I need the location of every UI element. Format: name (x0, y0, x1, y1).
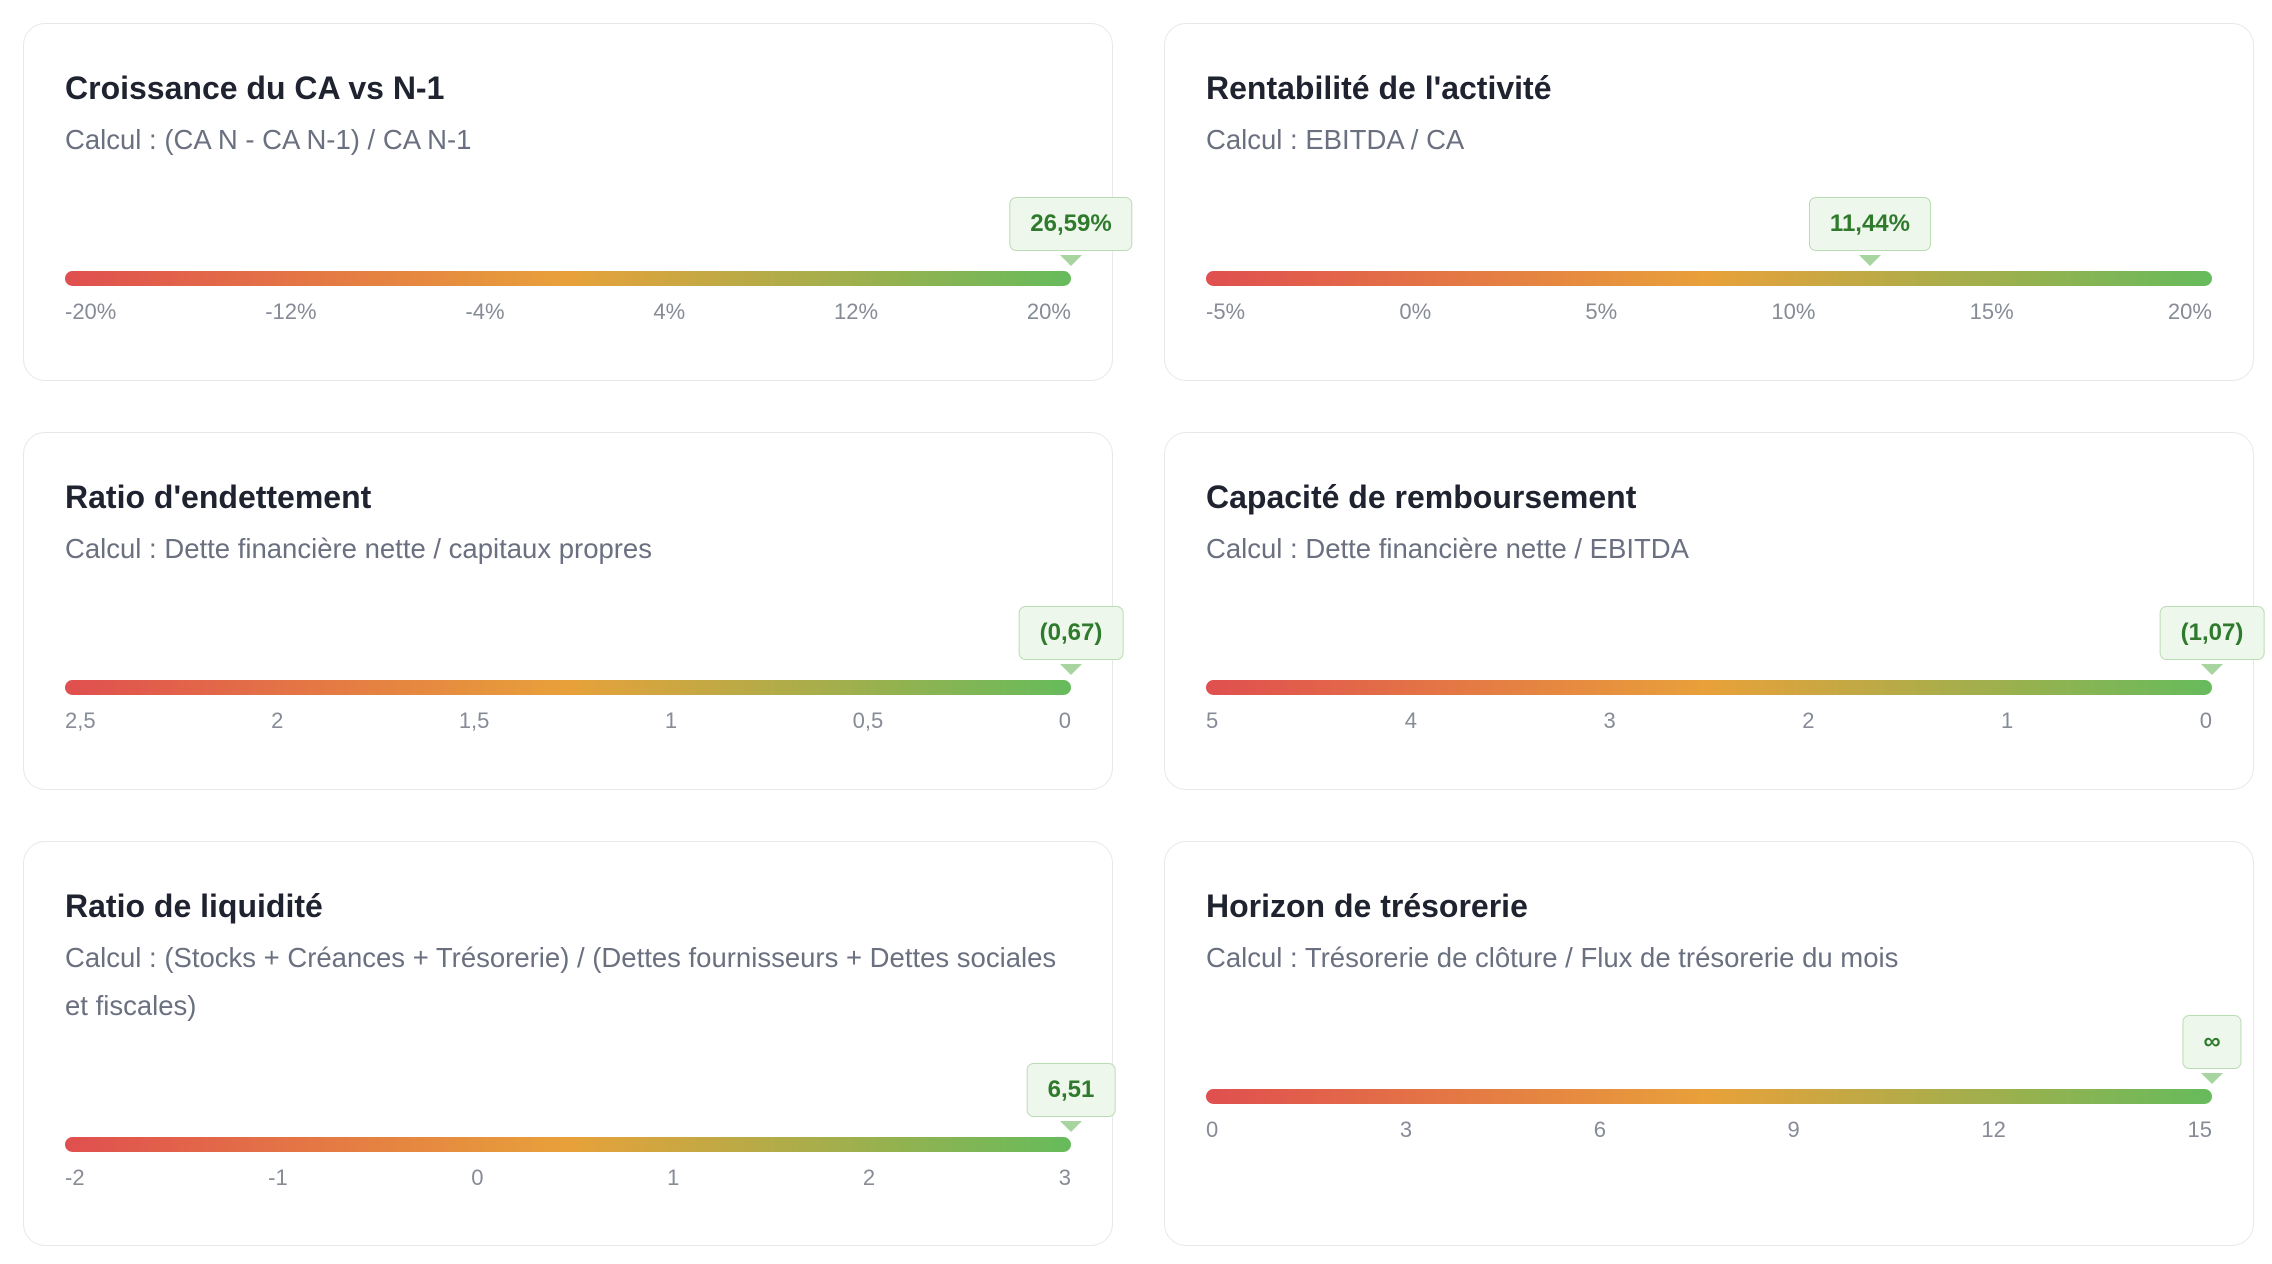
indicator-card: Horizon de trésorerie Calcul : Trésorerie… (1164, 841, 2254, 1246)
indicator-card: Capacité de remboursement Calcul : Dette … (1164, 432, 2265, 790)
tick-labels: 2,5 2 1,5 1 0,5 0 (65, 706, 1071, 736)
value-badge: ∞ (2182, 1015, 2242, 1069)
badge-pointer (1060, 255, 1082, 266)
tick-label: -1 (268, 1165, 288, 1190)
tick-label: 3 (1399, 1117, 1413, 1142)
tick-label: 20% (2167, 299, 2212, 324)
value-badge: (0,67) (1018, 606, 1124, 660)
indicator-card: Ratio de liquidité Calcul : (Stocks + Cré… (23, 841, 1116, 1246)
value-badge: (1,07) (2159, 606, 2265, 660)
tick-label: -5% (1206, 299, 1246, 324)
card-formula: Calcul : (CA N - CA N-1) / CA N-1 (65, 124, 472, 155)
tick-label: 1 (667, 1165, 680, 1190)
tick-labels: -2 -1 0 1 2 3 (65, 1163, 1071, 1193)
badge-pointer (1060, 1121, 1082, 1132)
card-title: Ratio d'endettement (65, 479, 372, 515)
tick-label: 0 (2199, 708, 2212, 733)
tick-label: 2 (1802, 708, 1815, 733)
gauge: 11,44% -5% 0% 5% 10% 15% 20% (1206, 197, 2212, 337)
tick-label: 0,5 (852, 708, 884, 733)
tick-label: 6 (1593, 1117, 1606, 1142)
card-formula: Calcul : Dette financière nette / EBITDA (1206, 533, 1689, 564)
tick-label: 1 (664, 708, 678, 733)
gauge: ∞ 0 3 6 9 12 15 (1206, 1015, 2242, 1155)
tick-label: -12% (265, 299, 317, 324)
gauge: 26,59% -20% -12% -4% 4% 12% 20% (65, 197, 1133, 337)
gauge-bar (65, 1137, 1071, 1152)
badge-pointer (2201, 1073, 2223, 1084)
gauge: 6,51 -2 -1 0 1 2 3 (65, 1063, 1116, 1203)
tick-label: 4 (1404, 708, 1417, 733)
tick-label: 4% (653, 299, 686, 324)
card-title: Capacité de remboursement (1206, 479, 1637, 515)
tick-labels: -20% -12% -4% 4% 12% 20% (65, 297, 1071, 327)
gauge-bar (1206, 1089, 2212, 1104)
value-badge: 6,51 (1026, 1063, 1116, 1117)
value-badge: 11,44% (1808, 197, 1931, 251)
gauge-bar (65, 271, 1071, 286)
tick-label: 9 (1787, 1117, 1800, 1142)
card-title: Horizon de trésorerie (1206, 888, 1528, 924)
card-title: Rentabilité de l'activité (1206, 70, 1552, 106)
tick-label: 12% (834, 299, 879, 324)
card-formula: Calcul : EBITDA / CA (1206, 124, 1465, 155)
tick-label: 0 (1058, 708, 1071, 733)
tick-label: 15 (2187, 1117, 2212, 1142)
card-formula: Calcul : (Stocks + Créances + Trésorerie… (65, 942, 1057, 1021)
tick-label: 5% (1585, 299, 1618, 324)
tick-label: 1,5 (458, 708, 490, 733)
tick-label: 2 (271, 708, 284, 733)
tick-label: 5 (1206, 708, 1219, 733)
value-badge: 26,59% (1009, 197, 1133, 251)
card-title: Croissance du CA vs N-1 (65, 70, 445, 106)
badge-pointer (1858, 255, 1881, 266)
gauge-bar (65, 680, 1071, 695)
tick-label: -20% (65, 299, 117, 324)
card-title: Ratio de liquidité (65, 888, 323, 924)
tick-label: 3 (1603, 708, 1616, 733)
gauge: (1,07) 5 4 3 2 1 0 (1206, 606, 2265, 746)
tick-label: 12 (1981, 1117, 2006, 1142)
tick-label: 0% (1399, 299, 1432, 324)
tick-labels: 5 4 3 2 1 0 (1206, 706, 2212, 736)
tick-label: 2,5 (65, 708, 96, 733)
gauge-bar (1206, 680, 2212, 695)
tick-label: 0 (471, 1165, 484, 1190)
card-formula: Calcul : Dette financière nette / capita… (65, 533, 652, 564)
tick-labels: -5% 0% 5% 10% 15% 20% (1206, 297, 2212, 327)
tick-label: -2 (65, 1165, 85, 1190)
indicator-card: Ratio d'endettement Calcul : Dette financ… (23, 432, 1124, 790)
tick-label: 0 (1206, 1117, 1219, 1142)
tick-labels: 0 3 6 9 12 15 (1206, 1115, 2212, 1145)
badge-pointer (2201, 664, 2223, 675)
tick-label: 3 (1058, 1165, 1071, 1190)
tick-label: 15% (1969, 299, 2014, 324)
tick-label: 10% (1771, 299, 1816, 324)
gauge: (0,67) 2,5 2 1,5 1 0,5 0 (65, 606, 1124, 746)
indicator-card: Croissance du CA vs N-1 Calcul : (CA N - … (23, 23, 1133, 381)
gauge-bar (1206, 271, 2212, 286)
badge-pointer (1060, 664, 1082, 675)
tick-label: 2 (862, 1165, 876, 1190)
indicator-card: Rentabilité de l'activité Calcul : EBITDA… (1164, 23, 2254, 381)
tick-label: 1 (2001, 708, 2014, 733)
card-formula: Calcul : Trésorerie de clôture / Flux de… (1206, 942, 1899, 973)
tick-label: 20% (1026, 299, 1071, 324)
tick-label: -4% (465, 299, 505, 324)
